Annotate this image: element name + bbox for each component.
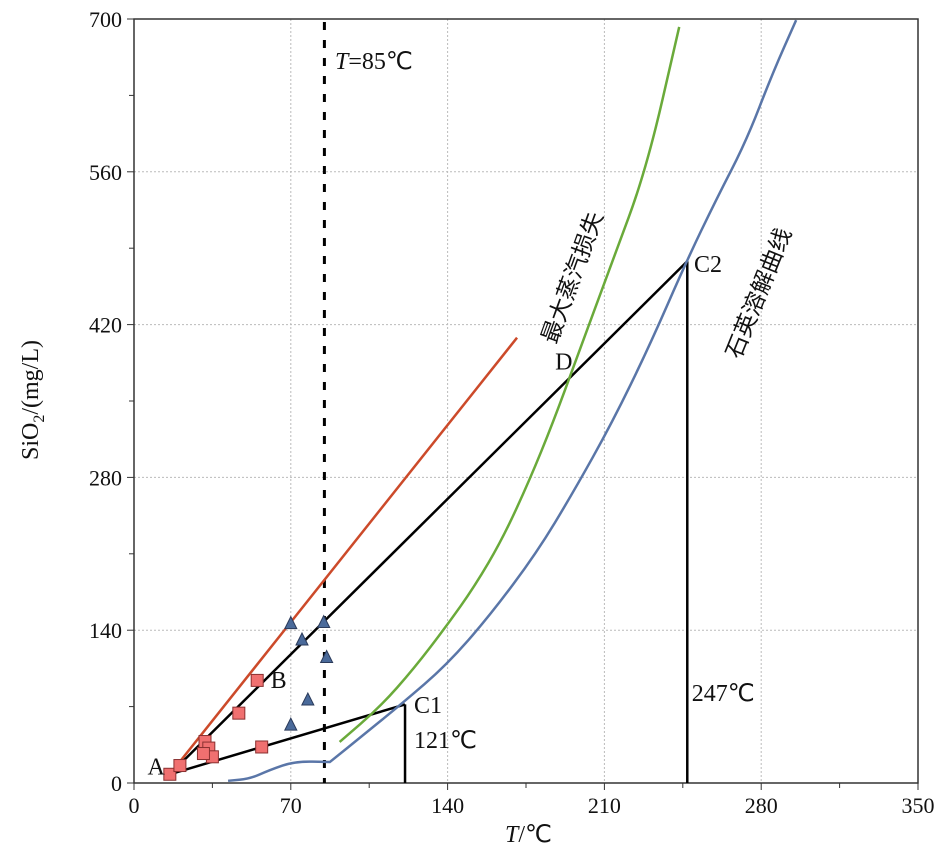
max-steam-loss-curve (338, 26, 681, 743)
triangle-point (316, 614, 331, 629)
quartz-solubility-curve (227, 19, 798, 783)
y-tick-label: 420 (89, 313, 122, 338)
red-line (168, 336, 519, 776)
square-point (163, 767, 177, 781)
annotation-121: 121℃ (414, 728, 477, 754)
annotation-c2: C2 (694, 252, 722, 278)
triangle-point (295, 631, 309, 646)
y-tick-label: 140 (89, 618, 122, 643)
x-tick-label: 70 (280, 793, 302, 818)
data-points (163, 614, 334, 781)
annotation-d: D (555, 349, 572, 375)
triangle-point (283, 615, 298, 630)
x-axis-label: T/℃ (505, 822, 552, 848)
axes (127, 18, 919, 790)
triangle-point (283, 717, 298, 731)
x-tick-label: 210 (588, 793, 621, 818)
square-point (173, 759, 187, 773)
y-tick-label: 700 (89, 7, 122, 32)
annotation-b: B (271, 668, 287, 694)
x-tick-label: 0 (129, 793, 140, 818)
annotation-a: A (147, 754, 165, 780)
triangle-point (319, 649, 334, 663)
annotation-247: 247℃ (692, 681, 755, 707)
x-tick-label: 350 (902, 793, 935, 818)
y-axis-label: SiO2/(mg/L) (18, 340, 48, 460)
x-tick-label: 280 (745, 793, 778, 818)
annotations: A B C1 121℃ C2 D 247℃ (147, 252, 754, 780)
square-point (232, 706, 246, 720)
tick-labels: 0 70 140 210 280 350 0 140 280 420 560 700 (89, 7, 935, 818)
triangle-point (301, 691, 315, 706)
square-point (250, 673, 264, 687)
square-point (255, 740, 269, 754)
t85-label: T=85℃ (335, 49, 413, 75)
x-tick-label: 140 (431, 793, 464, 818)
plot-frame (133, 18, 919, 784)
y-tick-label: 0 (111, 771, 122, 796)
y-tick-label: 280 (89, 465, 122, 490)
y-tick-label: 560 (89, 160, 122, 185)
max-steam-loss-label: 最大蒸汽损失 (537, 208, 609, 347)
quartz-solubility-label: 石英溶解曲线 (721, 225, 797, 363)
square-point (196, 747, 210, 761)
grid (134, 19, 918, 783)
A-C2-line (168, 260, 689, 776)
curves (227, 19, 798, 783)
annotation-c1: C1 (414, 693, 442, 719)
